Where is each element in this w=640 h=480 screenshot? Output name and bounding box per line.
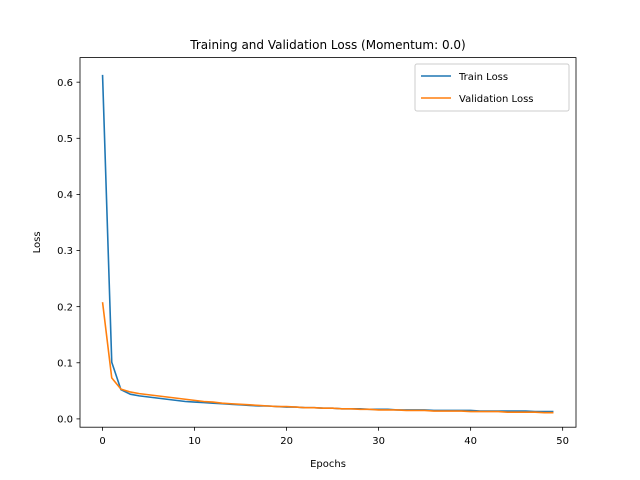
y-axis: 0.0 0.1 0.2 0.3 0.4 0.5 0.6 bbox=[57, 78, 80, 425]
plot-area-frame bbox=[79, 57, 577, 428]
plot-lines bbox=[101, 74, 554, 414]
series-line-validation-loss bbox=[101, 302, 554, 414]
y-tick-label: 0.2 bbox=[57, 302, 73, 313]
y-tick-label: 0.4 bbox=[57, 190, 73, 201]
chart-title: Training and Validation Loss (Momentum: … bbox=[189, 38, 465, 52]
x-axis-label: Epochs bbox=[310, 459, 346, 470]
x-tick-label: 20 bbox=[280, 436, 293, 447]
y-tick-label: 0.1 bbox=[57, 358, 73, 369]
y-tick-label: 0.0 bbox=[57, 414, 73, 425]
legend: Train Loss Validation Loss bbox=[414, 63, 570, 112]
x-tick-label: 30 bbox=[372, 436, 385, 447]
y-tick-label: 0.6 bbox=[57, 78, 73, 89]
x-tick-label: 0 bbox=[99, 436, 105, 447]
y-tick-label: 0.5 bbox=[57, 134, 73, 145]
y-tick-label: 0.3 bbox=[57, 246, 73, 257]
legend-box bbox=[414, 63, 570, 112]
x-tick-label: 50 bbox=[556, 436, 569, 447]
y-axis-label: Loss bbox=[32, 231, 43, 253]
legend-label-train-loss: Train Loss bbox=[458, 72, 508, 83]
x-tick-label: 10 bbox=[188, 436, 201, 447]
x-tick-label: 40 bbox=[464, 436, 477, 447]
legend-label-validation-loss: Validation Loss bbox=[459, 94, 534, 105]
x-axis: 0 10 20 30 40 50 bbox=[99, 427, 569, 447]
